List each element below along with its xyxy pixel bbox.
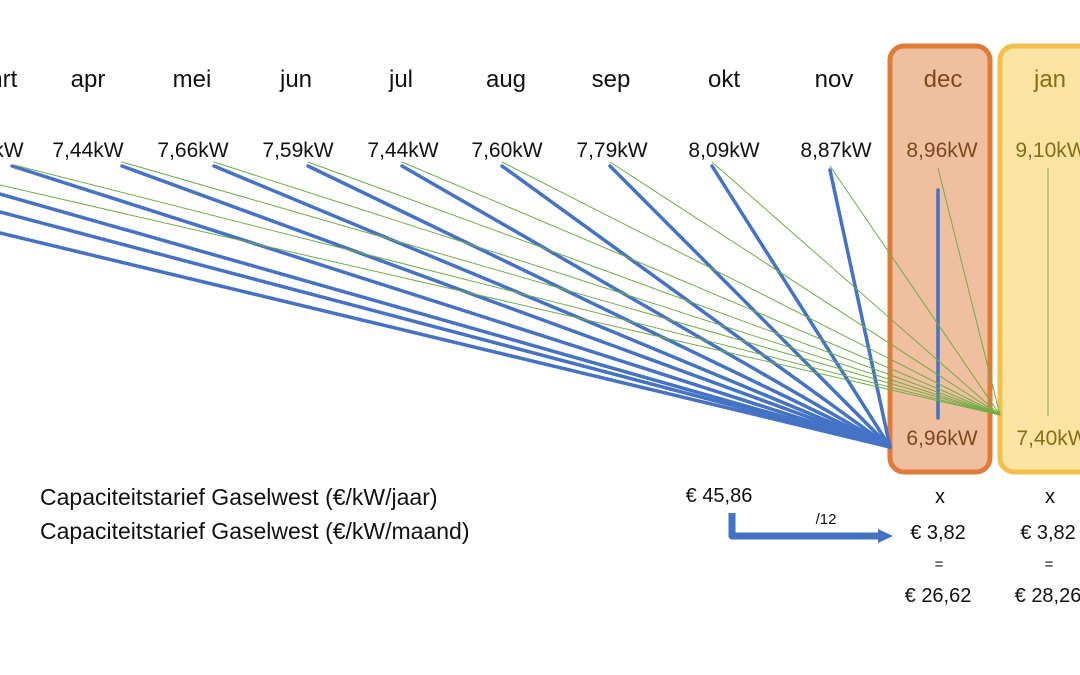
peak-value-jul: 7,44kW xyxy=(367,139,439,162)
month-label-dec: dec xyxy=(923,66,963,93)
jan-highlight-box xyxy=(997,43,1080,475)
peak-value-jun: 7,59kW xyxy=(262,139,334,162)
blue-connection-line-7 xyxy=(400,164,892,449)
green-connection-line-3 xyxy=(213,161,1001,416)
blue-connection-line-5 xyxy=(212,164,892,449)
green-connection-line-6 xyxy=(501,161,1001,416)
peak-value-okt: 8,09kW xyxy=(688,139,760,162)
jan-equals-sign: = xyxy=(1044,556,1054,573)
blue-connection-line-1 xyxy=(0,210,892,449)
green-connection-line-7 xyxy=(609,161,1001,416)
dec-multiply-sign: x xyxy=(935,486,945,508)
month-label-apr: apr xyxy=(70,66,106,93)
peak-value-aug: 7,60kW xyxy=(471,139,543,162)
blue-connection-line-4 xyxy=(120,164,892,449)
green-connection-line-9 xyxy=(829,165,1001,416)
green-connection-line-1 xyxy=(13,164,1001,416)
jan-average-value: 7,40kW xyxy=(1016,427,1080,450)
green-connection-line-2 xyxy=(121,161,1001,416)
month-label-aug: aug xyxy=(485,66,527,93)
green-connection-line-4 xyxy=(307,161,1001,416)
peak-value-mrt: 7,55kW xyxy=(0,139,24,162)
month-label-nov: nov xyxy=(814,66,854,93)
jan-monthly-rate: € 3,82 xyxy=(1020,522,1076,544)
monthly-tariff-label: Capaciteitstarief Gaselwest (€/kW/maand) xyxy=(40,518,470,544)
blue-connection-line-3 xyxy=(10,164,892,449)
dec-equals-sign: = xyxy=(934,556,944,573)
peak-value-nov: 8,87kW xyxy=(800,139,872,162)
peak-value-apr: 7,44kW xyxy=(52,139,124,162)
blue-connection-line-2 xyxy=(0,192,892,449)
connection-lines xyxy=(0,161,1049,449)
jan-multiply-sign: x xyxy=(1045,486,1055,508)
blue-connection-line-6 xyxy=(306,164,892,449)
green-connection-line-8 xyxy=(711,161,1001,416)
month-label-okt: okt xyxy=(707,66,741,93)
green-connection-line-5 xyxy=(401,161,1001,416)
divide-arrow xyxy=(728,513,880,540)
yearly-rate-value: € 45,86 xyxy=(685,485,753,507)
peak-value-jan: 9,10kW xyxy=(1015,139,1080,162)
green-connection-line-10 xyxy=(937,167,1001,416)
blue-connection-line-9 xyxy=(608,164,892,449)
month-label-mrt: mrt xyxy=(0,66,18,93)
dec-average-value: 6,96kW xyxy=(906,427,978,450)
peak-value-mei: 7,66kW xyxy=(157,139,229,162)
blue-connection-line-10 xyxy=(710,164,892,449)
blue-connection-line-11 xyxy=(828,168,892,449)
jan-result-value: € 28,26 xyxy=(1014,585,1080,607)
peak-value-sep: 7,79kW xyxy=(576,139,648,162)
divide-arrow-head xyxy=(878,529,893,543)
dec-monthly-rate: € 3,82 xyxy=(910,522,966,544)
month-label-sep: sep xyxy=(591,66,631,93)
month-label-mei: mei xyxy=(172,66,212,93)
blue-connection-line-0 xyxy=(0,231,892,449)
divide-label: /12 xyxy=(815,511,837,528)
peak-value-dec: 8,96kW xyxy=(906,139,978,162)
green-connection-line-0 xyxy=(0,184,1001,416)
dec-highlight-box xyxy=(887,43,993,475)
month-label-jul: jul xyxy=(388,66,414,93)
month-label-jun: jun xyxy=(279,66,313,93)
dec-result-value: € 26,62 xyxy=(904,585,972,607)
month-label-jan: jan xyxy=(1033,66,1067,93)
blue-connection-line-8 xyxy=(500,164,892,449)
yearly-tariff-label: Capaciteitstarief Gaselwest (€/kW/jaar) xyxy=(40,484,438,510)
